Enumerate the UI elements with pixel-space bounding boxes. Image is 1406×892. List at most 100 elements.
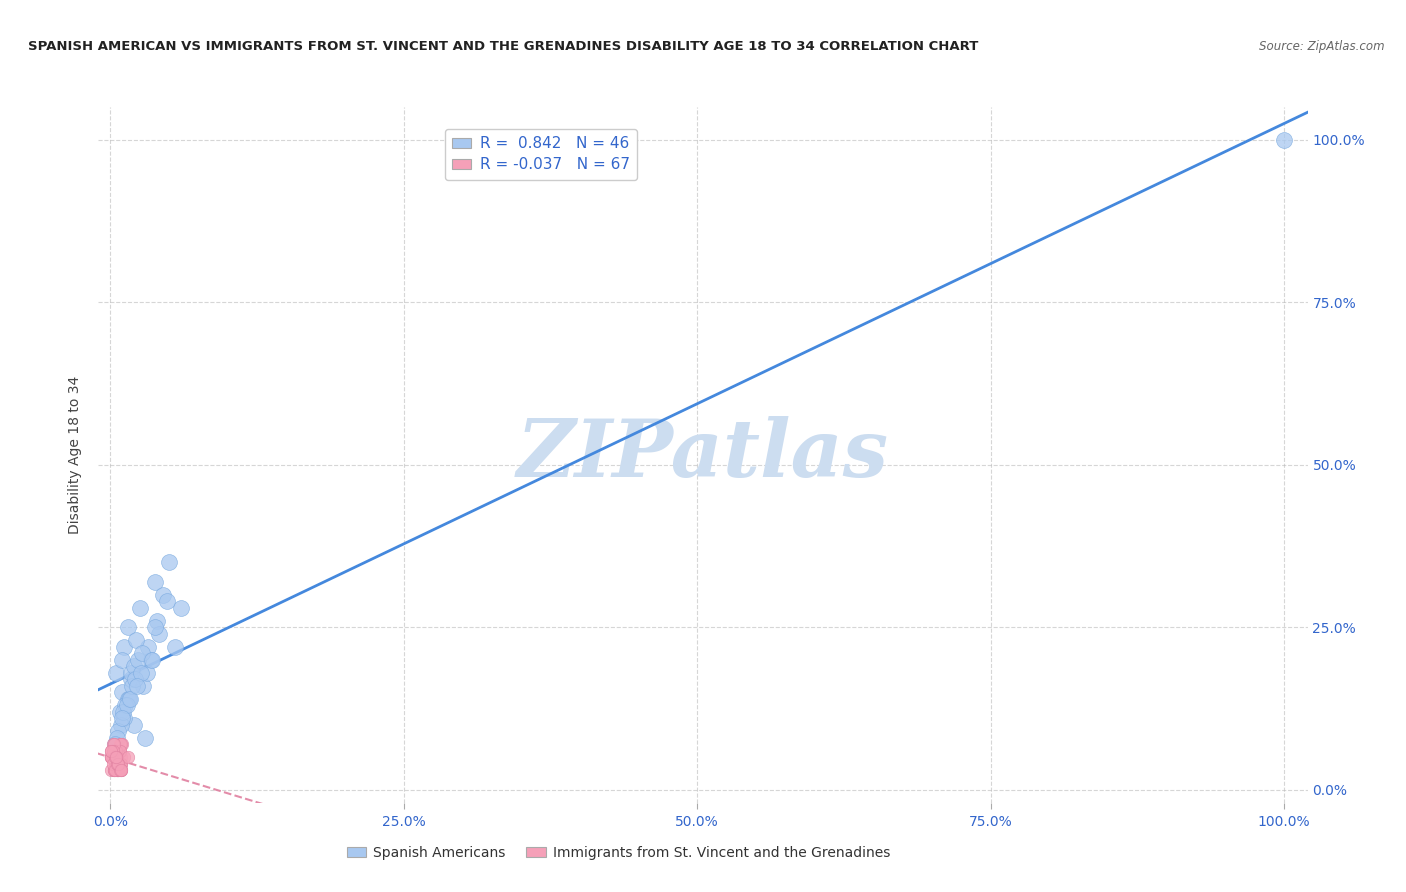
Point — [114, 698, 136, 713]
Point — [103, 744, 125, 758]
Point — [105, 764, 128, 778]
Point — [112, 750, 135, 764]
Point — [100, 750, 122, 764]
Point — [104, 737, 127, 751]
Point — [100, 750, 122, 764]
Y-axis label: Disability Age 18 to 34: Disability Age 18 to 34 — [69, 376, 83, 534]
Text: SPANISH AMERICAN VS IMMIGRANTS FROM ST. VINCENT AND THE GRENADINES DISABILITY AG: SPANISH AMERICAN VS IMMIGRANTS FROM ST. … — [28, 40, 979, 54]
Point — [105, 750, 128, 764]
Point — [134, 731, 156, 745]
Point — [107, 744, 129, 758]
Point — [108, 705, 131, 719]
Point — [104, 744, 127, 758]
Point — [110, 764, 132, 778]
Point — [117, 750, 139, 764]
Point — [108, 744, 131, 758]
Point — [117, 620, 139, 634]
Point — [148, 626, 170, 640]
Point — [112, 705, 135, 719]
Point — [110, 750, 132, 764]
Point — [105, 764, 128, 778]
Point — [129, 665, 152, 680]
Point — [105, 750, 128, 764]
Point — [101, 756, 124, 771]
Point — [110, 737, 132, 751]
Point — [108, 737, 131, 751]
Point — [111, 653, 134, 667]
Point — [131, 646, 153, 660]
Point — [107, 764, 129, 778]
Point — [103, 744, 125, 758]
Point — [120, 665, 142, 680]
Point — [108, 756, 131, 771]
Point — [108, 744, 131, 758]
Point — [163, 640, 186, 654]
Point — [118, 691, 141, 706]
Point — [101, 750, 124, 764]
Point — [110, 756, 132, 771]
Point — [111, 737, 134, 751]
Point — [155, 594, 177, 608]
Point — [169, 600, 191, 615]
Point — [105, 744, 128, 758]
Point — [146, 614, 169, 628]
Point — [124, 672, 146, 686]
Point — [112, 640, 135, 654]
Point — [103, 744, 125, 758]
Point — [117, 691, 139, 706]
Point — [100, 764, 122, 778]
Point — [104, 756, 127, 771]
Point — [105, 756, 128, 771]
Point — [132, 679, 155, 693]
Point — [104, 764, 127, 778]
Point — [121, 679, 143, 693]
Point — [143, 574, 166, 589]
Point — [105, 750, 128, 764]
Point — [115, 698, 138, 713]
Point — [105, 764, 128, 778]
Legend: Spanish Americans, Immigrants from St. Vincent and the Grenadines: Spanish Americans, Immigrants from St. V… — [342, 840, 896, 865]
Point — [105, 731, 128, 745]
Point — [107, 756, 129, 771]
Point — [122, 718, 145, 732]
Point — [104, 744, 127, 758]
Point — [105, 744, 128, 758]
Point — [104, 756, 127, 771]
Point — [108, 756, 131, 771]
Point — [135, 665, 157, 680]
Point — [103, 737, 125, 751]
Point — [120, 672, 142, 686]
Point — [103, 764, 125, 778]
Point — [152, 588, 174, 602]
Point — [100, 744, 122, 758]
Point — [157, 555, 180, 569]
Point — [141, 653, 163, 667]
Point — [1272, 132, 1295, 146]
Point — [105, 756, 128, 771]
Point — [110, 764, 132, 778]
Point — [105, 665, 128, 680]
Point — [127, 653, 149, 667]
Point — [122, 659, 145, 673]
Point — [101, 744, 124, 758]
Point — [105, 750, 128, 764]
Point — [110, 764, 132, 778]
Point — [105, 756, 128, 771]
Point — [105, 756, 128, 771]
Point — [100, 750, 122, 764]
Point — [105, 756, 128, 771]
Point — [107, 764, 129, 778]
Point — [101, 750, 124, 764]
Point — [108, 764, 131, 778]
Point — [100, 744, 122, 758]
Point — [100, 750, 122, 764]
Point — [120, 691, 142, 706]
Point — [125, 633, 148, 648]
Point — [107, 724, 129, 739]
Point — [105, 750, 128, 764]
Point — [127, 679, 149, 693]
Point — [101, 737, 124, 751]
Point — [104, 744, 127, 758]
Point — [136, 640, 159, 654]
Point — [128, 600, 150, 615]
